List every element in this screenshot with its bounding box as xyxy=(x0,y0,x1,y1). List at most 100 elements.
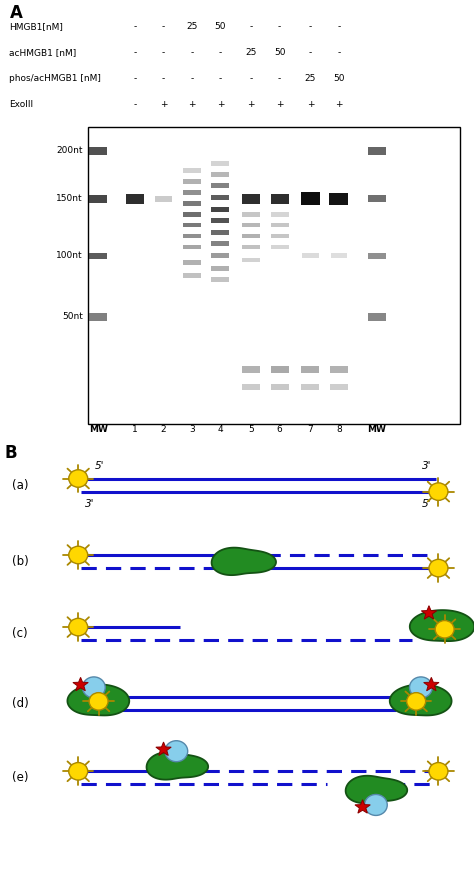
Bar xyxy=(89,195,107,203)
Bar xyxy=(271,212,289,217)
Text: 25: 25 xyxy=(305,74,316,83)
Circle shape xyxy=(429,559,448,577)
Text: +: + xyxy=(276,101,283,109)
Bar xyxy=(211,172,229,177)
Bar xyxy=(330,365,348,372)
Bar xyxy=(89,313,107,321)
Text: 4: 4 xyxy=(218,425,223,434)
Text: (d): (d) xyxy=(12,697,28,710)
Bar xyxy=(88,127,460,424)
Bar xyxy=(301,384,319,390)
Bar xyxy=(211,183,229,189)
Circle shape xyxy=(429,762,448,780)
Text: 5': 5' xyxy=(422,500,431,510)
Bar xyxy=(183,168,201,173)
Bar xyxy=(211,253,229,259)
Text: 1: 1 xyxy=(132,425,138,434)
Bar xyxy=(183,260,201,265)
Text: +: + xyxy=(217,101,224,109)
Text: MW: MW xyxy=(89,425,108,434)
Text: HMGB1[nM]: HMGB1[nM] xyxy=(9,22,64,31)
Text: 3': 3' xyxy=(85,500,95,510)
Bar xyxy=(183,233,201,239)
Text: -: - xyxy=(134,48,137,57)
Text: +: + xyxy=(247,101,255,109)
Text: MW: MW xyxy=(367,425,386,434)
Polygon shape xyxy=(67,684,129,716)
Bar xyxy=(211,218,229,224)
Text: 150nt: 150nt xyxy=(56,194,83,204)
Bar xyxy=(368,196,386,203)
Polygon shape xyxy=(424,677,439,690)
Text: 6: 6 xyxy=(277,425,283,434)
Text: (e): (e) xyxy=(12,772,28,784)
Circle shape xyxy=(69,546,88,564)
Circle shape xyxy=(69,469,88,487)
Text: 50: 50 xyxy=(333,74,345,83)
Bar xyxy=(271,194,289,204)
Bar xyxy=(183,212,201,217)
Bar xyxy=(183,190,201,195)
Bar xyxy=(211,241,229,246)
Bar xyxy=(242,233,260,239)
Circle shape xyxy=(69,619,88,636)
Text: 3': 3' xyxy=(422,461,431,470)
Text: 8: 8 xyxy=(336,425,342,434)
Bar xyxy=(242,384,260,390)
Circle shape xyxy=(82,676,105,697)
Bar xyxy=(89,147,107,155)
Text: 2: 2 xyxy=(161,425,166,434)
Text: acHMGB1 [nM]: acHMGB1 [nM] xyxy=(9,48,77,57)
Text: 5: 5 xyxy=(248,425,254,434)
Text: +: + xyxy=(307,101,314,109)
Circle shape xyxy=(410,676,432,697)
Bar xyxy=(183,179,201,184)
Bar xyxy=(89,253,107,259)
Polygon shape xyxy=(355,800,370,813)
Circle shape xyxy=(69,762,88,780)
Bar xyxy=(242,258,260,262)
Circle shape xyxy=(407,692,426,710)
Text: -: - xyxy=(134,22,137,31)
Circle shape xyxy=(435,621,454,638)
Text: -: - xyxy=(162,22,165,31)
Bar xyxy=(211,230,229,235)
Text: -: - xyxy=(162,74,165,83)
Text: -: - xyxy=(191,48,193,57)
Polygon shape xyxy=(146,753,208,780)
Bar xyxy=(242,194,260,204)
Text: A: A xyxy=(9,4,22,23)
Circle shape xyxy=(365,794,387,815)
Text: 50: 50 xyxy=(215,22,226,31)
Text: 50: 50 xyxy=(274,48,285,57)
Bar xyxy=(368,313,386,321)
Bar xyxy=(302,253,319,259)
Text: +: + xyxy=(188,101,196,109)
Text: 100nt: 100nt xyxy=(56,251,83,260)
Text: -: - xyxy=(191,74,193,83)
Text: -: - xyxy=(337,22,340,31)
Bar xyxy=(271,365,289,372)
Polygon shape xyxy=(156,742,171,755)
Bar xyxy=(271,245,289,249)
Bar xyxy=(211,195,229,200)
Text: 25: 25 xyxy=(246,48,257,57)
Text: (b): (b) xyxy=(12,555,28,568)
Bar xyxy=(183,273,201,278)
Text: -: - xyxy=(219,48,222,57)
Text: 7: 7 xyxy=(308,425,313,434)
Text: -: - xyxy=(134,101,137,109)
Bar xyxy=(271,223,289,227)
Bar xyxy=(183,223,201,227)
Bar xyxy=(271,384,289,390)
Text: phos/acHMGB1 [nM]: phos/acHMGB1 [nM] xyxy=(9,74,101,83)
Text: -: - xyxy=(309,48,312,57)
Text: B: B xyxy=(5,444,18,461)
Text: (a): (a) xyxy=(12,479,28,491)
Polygon shape xyxy=(346,776,407,803)
Circle shape xyxy=(165,740,188,761)
Polygon shape xyxy=(421,606,437,619)
Polygon shape xyxy=(390,684,452,716)
Text: +: + xyxy=(335,101,343,109)
Text: (c): (c) xyxy=(12,628,27,640)
